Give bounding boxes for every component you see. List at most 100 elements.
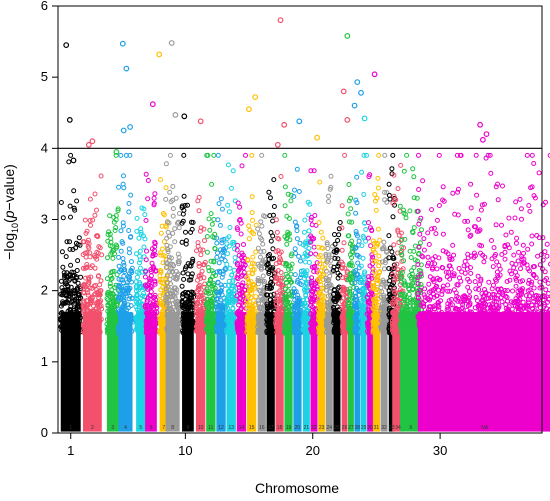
data-point <box>126 209 132 215</box>
data-point <box>127 317 133 323</box>
data-point <box>209 221 215 227</box>
data-point <box>59 319 65 325</box>
data-point <box>91 292 97 298</box>
data-point <box>188 324 194 330</box>
data-point <box>139 330 145 336</box>
data-point <box>84 262 90 267</box>
data-point <box>81 308 87 314</box>
data-point <box>208 258 214 264</box>
data-point <box>113 242 119 248</box>
data-point <box>165 249 171 255</box>
data-point <box>165 229 171 235</box>
data-point <box>149 284 155 290</box>
data-point <box>181 207 187 213</box>
dense-point-cloud <box>206 312 216 432</box>
data-point <box>136 235 142 241</box>
data-point <box>160 260 166 266</box>
data-point <box>187 298 192 304</box>
data-point <box>200 295 206 301</box>
data-point <box>190 305 196 310</box>
data-point <box>179 220 185 226</box>
data-point <box>179 302 185 308</box>
data-point <box>58 324 64 330</box>
data-point <box>194 248 199 254</box>
data-point <box>186 277 192 283</box>
data-point <box>179 239 185 245</box>
data-point <box>94 256 100 262</box>
data-point <box>105 303 111 309</box>
data-point <box>71 308 77 314</box>
data-point <box>170 206 176 212</box>
data-point <box>167 152 173 158</box>
data-point <box>164 328 170 334</box>
data-point <box>185 202 190 208</box>
data-point <box>190 258 196 264</box>
data-point <box>116 326 121 332</box>
data-point <box>86 312 92 317</box>
data-point <box>180 270 186 276</box>
data-point <box>181 318 187 324</box>
data-point <box>133 279 139 285</box>
data-point <box>88 222 93 228</box>
data-point <box>72 328 78 334</box>
data-point <box>74 198 80 204</box>
data-point <box>164 235 170 241</box>
data-point <box>185 293 191 299</box>
data-point <box>195 311 201 317</box>
data-point <box>97 328 102 334</box>
data-point <box>58 303 64 309</box>
data-point <box>173 329 179 335</box>
data-point <box>173 195 179 201</box>
data-point <box>114 272 120 278</box>
data-point <box>185 290 191 296</box>
data-point <box>208 278 214 284</box>
data-point <box>68 152 74 158</box>
data-point <box>170 184 176 189</box>
data-point <box>204 152 210 158</box>
data-point <box>161 239 167 245</box>
data-point <box>150 253 156 258</box>
chromosome-6-points <box>142 171 160 432</box>
data-point <box>113 245 119 251</box>
data-point <box>92 313 98 319</box>
data-point <box>211 290 217 296</box>
data-point <box>85 237 91 243</box>
data-point <box>83 318 89 324</box>
data-point <box>167 189 173 195</box>
dense-point-cloud <box>145 312 157 432</box>
data-point <box>163 161 169 167</box>
data-point <box>207 314 213 320</box>
data-point <box>199 268 205 274</box>
data-point <box>68 304 74 310</box>
data-point <box>158 177 163 183</box>
data-point <box>172 226 178 232</box>
data-point <box>183 238 189 244</box>
data-point <box>152 239 158 245</box>
chromosome-2-points <box>80 173 105 432</box>
data-point <box>92 212 98 218</box>
chromosome-1-points <box>58 152 84 432</box>
data-point <box>96 244 102 250</box>
dense-point-cloud <box>216 312 226 432</box>
data-point <box>139 205 145 211</box>
data-point <box>150 313 156 319</box>
data-point <box>158 230 164 236</box>
dense-point-cloud <box>136 312 146 432</box>
data-point <box>68 284 74 290</box>
data-point <box>136 310 142 316</box>
data-point <box>198 275 204 281</box>
data-point <box>120 223 126 229</box>
data-point <box>116 282 122 288</box>
data-point <box>85 302 91 308</box>
data-point <box>139 293 145 299</box>
data-point <box>104 317 110 322</box>
data-point <box>109 298 115 304</box>
data-point <box>167 318 172 324</box>
data-point <box>205 265 211 270</box>
data-point <box>125 285 131 291</box>
data-point <box>154 305 160 311</box>
data-point <box>61 270 67 276</box>
data-point <box>163 223 169 229</box>
data-point <box>115 208 121 214</box>
data-point <box>121 173 126 179</box>
